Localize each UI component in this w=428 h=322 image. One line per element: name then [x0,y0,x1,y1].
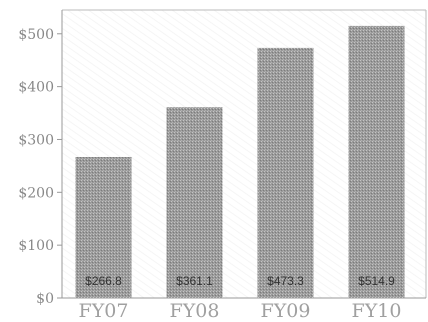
y-axis: $0 $100 $200 $300 $400 $500 [18,9,427,307]
bar [257,47,314,298]
y-tick-label: $100 [18,238,54,254]
x-tick-label: FY09 [261,300,311,322]
x-axis: FY07 FY08 FY09 FY10 [62,297,426,322]
y-tick-label: $300 [18,132,54,148]
bar [75,157,132,298]
y-tick-label: $500 [18,27,54,43]
bar-value-label: $266.8 [85,274,122,288]
y-tick-label: $400 [18,80,54,96]
bar [348,25,405,298]
bar-value-label: $361.1 [176,274,213,288]
bar [166,107,223,299]
data-labels: $266.8 $361.1 $473.3 $514.9 [85,274,395,288]
x-tick-label: FY10 [352,300,402,322]
x-tick-label: FY08 [170,300,220,322]
bars [75,25,405,299]
x-tick-label: FY07 [79,300,129,322]
bar-value-label: $514.9 [358,274,395,288]
y-tick-label: $0 [36,291,54,307]
y-tick-label: $200 [18,185,54,201]
bar-value-label: $473.3 [267,274,304,288]
